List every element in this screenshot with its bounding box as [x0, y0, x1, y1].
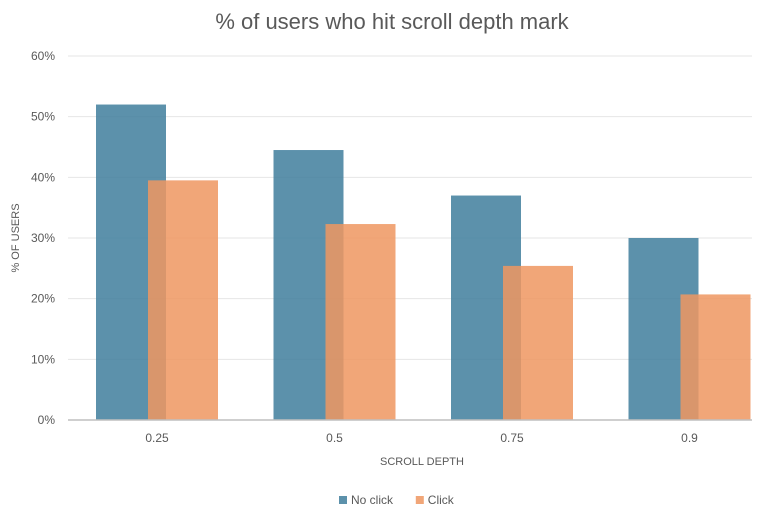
bar-click-0.25 [148, 180, 218, 420]
x-tick-label: 0.9 [681, 431, 698, 445]
legend-swatch [415, 496, 424, 504]
x-axis-title: SCROLL DEPTH [380, 456, 464, 468]
bar-click-0.5 [325, 224, 396, 420]
y-axis-ticks: 0% 10% 20% 30% 40% 50% 60% [31, 49, 55, 427]
y-tick-label: 20% [31, 292, 55, 306]
bar-click-0.75 [503, 265, 573, 420]
bar-click-0.9 [680, 294, 751, 420]
legend-swatch [339, 496, 347, 504]
y-tick-label: 60% [31, 49, 55, 63]
x-tick-label: 0.75 [500, 431, 524, 445]
bars [96, 104, 751, 421]
x-tick-label: 0.25 [145, 431, 169, 445]
chart-title: % of users who hit scroll depth mark [215, 9, 569, 34]
legend-label: No click [351, 493, 394, 507]
y-tick-label: 40% [31, 170, 55, 184]
legend-label: Click [428, 493, 455, 507]
y-tick-label: 10% [31, 352, 55, 366]
y-tick-label: 0% [38, 413, 56, 427]
y-tick-label: 30% [31, 231, 55, 245]
y-axis-title: % OF USERS [10, 203, 22, 272]
x-tick-label: 0.5 [326, 431, 343, 445]
x-axis-ticks: 0.25 0.5 0.75 0.9 [145, 431, 698, 445]
y-tick-label: 50% [31, 110, 55, 124]
legend: No click Click [339, 493, 455, 507]
